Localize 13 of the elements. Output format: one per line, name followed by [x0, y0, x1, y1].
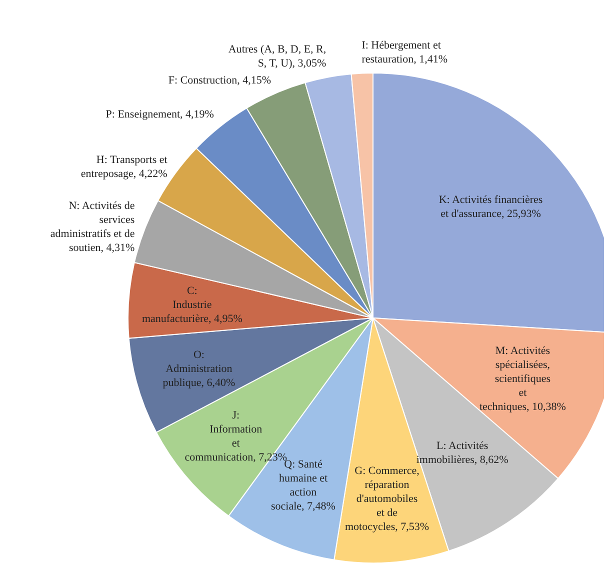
slice-label: Autres (A, B, D, E, R, S, T, U), 3,05% — [228, 42, 326, 69]
slice-label: N: Activités de services administratifs et de soutien, 4,31% — [50, 200, 135, 254]
slice-label: O: Administration publique, 6,40% — [162, 348, 236, 388]
slice-label: P: Enseignement, 4,19% — [106, 108, 214, 120]
slice-label: L: Activités immobilières, 8,62% — [416, 439, 508, 466]
slice-label: H: Transports et entreposage, 4,22% — [80, 154, 168, 180]
slice-label: J: Information et communication, 7,23% — [184, 409, 288, 464]
slice-label: K: Activités financières et d'assurance, 25,93% — [438, 194, 543, 220]
slice-label: F: Construction, 4,15% — [168, 74, 272, 86]
slice-label: I: Hébergement et restauration, 1,41% — [362, 38, 448, 65]
slice-label: M: Activités spécialisées, scientifiques et techniques, 10,38% — [479, 344, 566, 413]
slice-label: C: Industrie manufacturière, 4,95% — [142, 284, 242, 324]
slice-label: G: Commerce, réparation d'automobiles et de motocycles, 7,53% — [345, 464, 430, 532]
